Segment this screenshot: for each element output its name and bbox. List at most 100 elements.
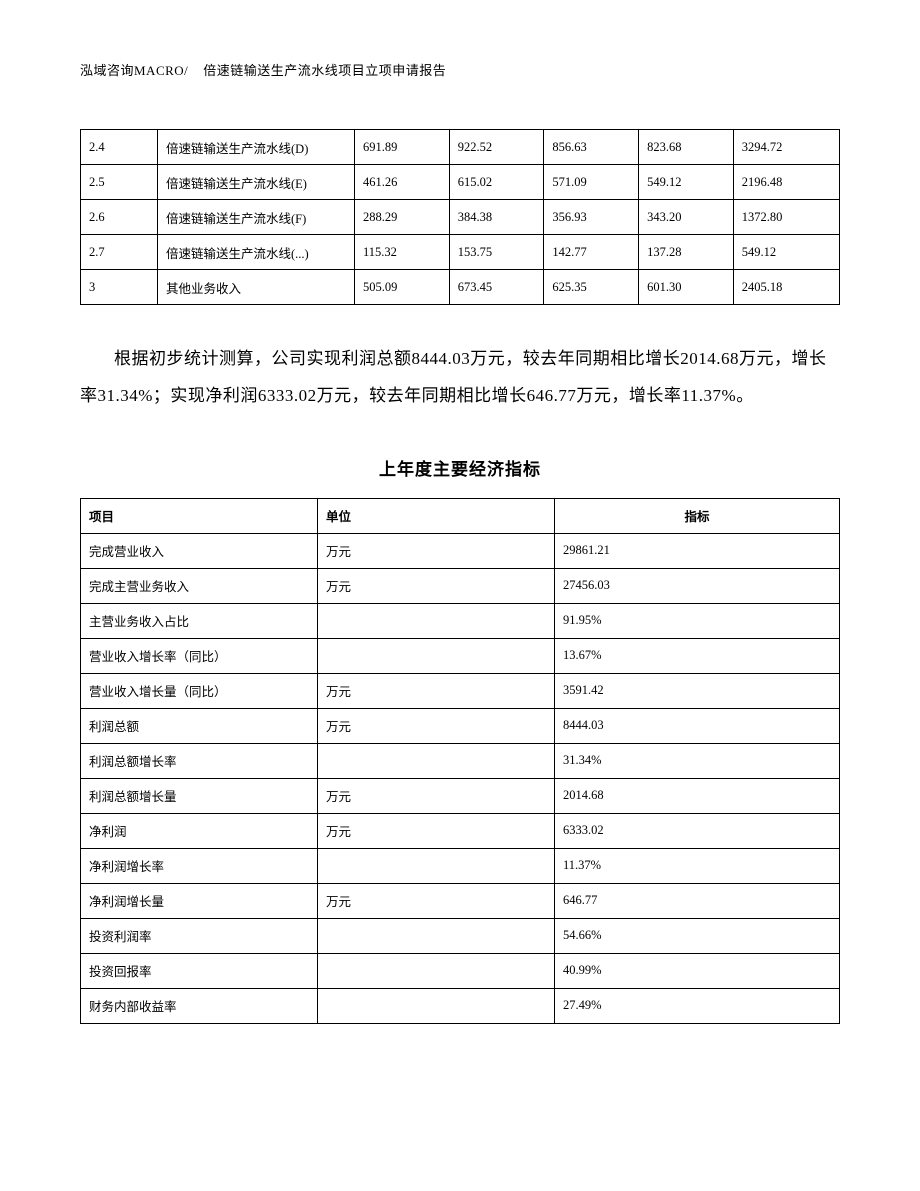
cell: 万元: [318, 813, 555, 848]
cell: 2.5: [81, 165, 158, 200]
cell: 营业收入增长率（同比）: [81, 638, 318, 673]
cell: 8444.03: [555, 708, 840, 743]
col-header: 单位: [318, 498, 555, 533]
table-row: 完成主营业务收入 万元 27456.03: [81, 568, 840, 603]
table-row: 投资回报率 40.99%: [81, 953, 840, 988]
cell: 倍速链输送生产流水线(...): [158, 235, 355, 270]
table-row: 利润总额增长量 万元 2014.68: [81, 778, 840, 813]
cell: 主营业务收入占比: [81, 603, 318, 638]
cell: 1372.80: [733, 200, 839, 235]
cell: 倍速链输送生产流水线(F): [158, 200, 355, 235]
cell: 利润总额增长量: [81, 778, 318, 813]
cell: 384.38: [449, 200, 544, 235]
cell: 利润总额增长率: [81, 743, 318, 778]
revenue-breakdown-table: 2.4 倍速链输送生产流水线(D) 691.89 922.52 856.63 8…: [80, 129, 840, 305]
cell: 万元: [318, 708, 555, 743]
summary-paragraph: 根据初步统计测算，公司实现利润总额8444.03万元，较去年同期相比增长2014…: [80, 340, 840, 415]
cell: 倍速链输送生产流水线(E): [158, 165, 355, 200]
cell: 601.30: [639, 270, 734, 305]
cell: [318, 848, 555, 883]
cell: 823.68: [639, 130, 734, 165]
table-row: 2.5 倍速链输送生产流水线(E) 461.26 615.02 571.09 5…: [81, 165, 840, 200]
economic-indicators-table: 项目 单位 指标 完成营业收入 万元 29861.21 完成主营业务收入 万元 …: [80, 498, 840, 1024]
table-row: 利润总额 万元 8444.03: [81, 708, 840, 743]
cell: 净利润: [81, 813, 318, 848]
cell: 13.67%: [555, 638, 840, 673]
cell: 646.77: [555, 883, 840, 918]
cell: [318, 953, 555, 988]
table-row: 主营业务收入占比 91.95%: [81, 603, 840, 638]
cell: 343.20: [639, 200, 734, 235]
cell: 625.35: [544, 270, 639, 305]
cell: 万元: [318, 883, 555, 918]
cell: 40.99%: [555, 953, 840, 988]
table-row: 利润总额增长率 31.34%: [81, 743, 840, 778]
cell: 投资利润率: [81, 918, 318, 953]
cell: 27456.03: [555, 568, 840, 603]
col-header: 指标: [555, 498, 840, 533]
cell: 31.34%: [555, 743, 840, 778]
table-row: 营业收入增长量（同比） 万元 3591.42: [81, 673, 840, 708]
table-row: 2.7 倍速链输送生产流水线(...) 115.32 153.75 142.77…: [81, 235, 840, 270]
table-row: 净利润增长量 万元 646.77: [81, 883, 840, 918]
cell: [318, 988, 555, 1023]
cell: 54.66%: [555, 918, 840, 953]
table-row: 3 其他业务收入 505.09 673.45 625.35 601.30 240…: [81, 270, 840, 305]
cell: 571.09: [544, 165, 639, 200]
cell: 倍速链输送生产流水线(D): [158, 130, 355, 165]
table1-body: 2.4 倍速链输送生产流水线(D) 691.89 922.52 856.63 8…: [81, 130, 840, 305]
cell: 万元: [318, 778, 555, 813]
cell: 2196.48: [733, 165, 839, 200]
cell: 137.28: [639, 235, 734, 270]
table-row: 2.6 倍速链输送生产流水线(F) 288.29 384.38 356.93 3…: [81, 200, 840, 235]
cell: 691.89: [355, 130, 450, 165]
cell: 6333.02: [555, 813, 840, 848]
cell: 万元: [318, 673, 555, 708]
cell: 财务内部收益率: [81, 988, 318, 1023]
cell: 549.12: [733, 235, 839, 270]
cell: 2.4: [81, 130, 158, 165]
section-subtitle: 上年度主要经济指标: [80, 455, 840, 480]
cell: 3591.42: [555, 673, 840, 708]
cell: 其他业务收入: [158, 270, 355, 305]
cell: 922.52: [449, 130, 544, 165]
page-header: 泓域咨询MACRO/ 倍速链输送生产流水线项目立项申请报告: [80, 60, 840, 79]
table-row: 投资利润率 54.66%: [81, 918, 840, 953]
cell: 153.75: [449, 235, 544, 270]
cell: 673.45: [449, 270, 544, 305]
cell: 3294.72: [733, 130, 839, 165]
cell: 856.63: [544, 130, 639, 165]
cell: 2014.68: [555, 778, 840, 813]
cell: 11.37%: [555, 848, 840, 883]
cell: 142.77: [544, 235, 639, 270]
cell: [318, 638, 555, 673]
table-header-row: 项目 单位 指标: [81, 498, 840, 533]
cell: 净利润增长率: [81, 848, 318, 883]
cell: 净利润增长量: [81, 883, 318, 918]
cell: 完成营业收入: [81, 533, 318, 568]
cell: 549.12: [639, 165, 734, 200]
table-row: 2.4 倍速链输送生产流水线(D) 691.89 922.52 856.63 8…: [81, 130, 840, 165]
cell: 投资回报率: [81, 953, 318, 988]
table-row: 净利润 万元 6333.02: [81, 813, 840, 848]
cell: 万元: [318, 533, 555, 568]
cell: 万元: [318, 568, 555, 603]
cell: 29861.21: [555, 533, 840, 568]
cell: 3: [81, 270, 158, 305]
cell: 利润总额: [81, 708, 318, 743]
cell: 615.02: [449, 165, 544, 200]
cell: 2405.18: [733, 270, 839, 305]
table-row: 完成营业收入 万元 29861.21: [81, 533, 840, 568]
cell: 91.95%: [555, 603, 840, 638]
table-row: 净利润增长率 11.37%: [81, 848, 840, 883]
table-row: 财务内部收益率 27.49%: [81, 988, 840, 1023]
cell: 505.09: [355, 270, 450, 305]
cell: 完成主营业务收入: [81, 568, 318, 603]
header-left: 泓域咨询MACRO/: [80, 63, 188, 78]
cell: [318, 918, 555, 953]
cell: [318, 603, 555, 638]
document-page: 泓域咨询MACRO/ 倍速链输送生产流水线项目立项申请报告 2.4 倍速链输送生…: [0, 0, 920, 1084]
cell: 2.6: [81, 200, 158, 235]
cell: 27.49%: [555, 988, 840, 1023]
cell: 288.29: [355, 200, 450, 235]
